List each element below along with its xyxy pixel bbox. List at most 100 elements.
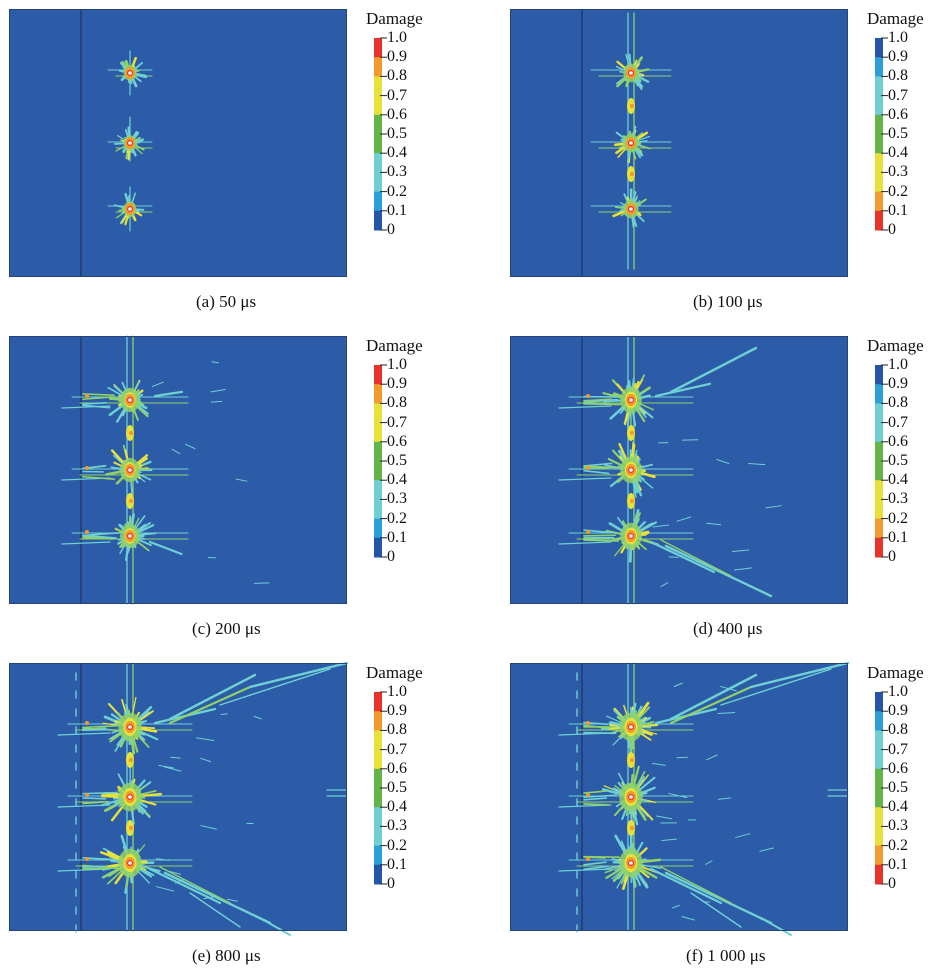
colorbar-segment bbox=[374, 807, 382, 827]
colorbar bbox=[875, 37, 888, 231]
long-crack bbox=[159, 866, 231, 904]
legend-tick-label: 0.7 bbox=[888, 413, 908, 431]
crack-fragment bbox=[175, 878, 185, 884]
spall-damage bbox=[586, 857, 590, 861]
crack-fragment bbox=[168, 870, 182, 875]
legend-tick-label: 0.9 bbox=[387, 375, 407, 393]
colorbar-segment bbox=[374, 76, 382, 97]
legend-tick-label: 0.6 bbox=[387, 759, 407, 777]
panel-f: Damage 1.0 0.9 0.8 0.7 0.6 0.5 0.4 0.3 0.2 0.1 0 (f)… bbox=[510, 661, 947, 977]
legend-tick-label: 0.4 bbox=[387, 798, 407, 816]
legend-tick-label: 0 bbox=[888, 221, 896, 238]
spall-crack bbox=[82, 865, 105, 869]
colorbar-segment bbox=[374, 826, 382, 847]
colorbar-segment bbox=[374, 537, 382, 558]
crack-fragment bbox=[210, 388, 226, 393]
legend-tick-label: 0.6 bbox=[888, 759, 908, 777]
spall-damage bbox=[85, 857, 89, 861]
colorbar-segment bbox=[875, 191, 883, 212]
legend-tick-label: 0.4 bbox=[888, 471, 908, 489]
legend-tick-label: 0.2 bbox=[888, 836, 908, 854]
crack-fragment bbox=[705, 860, 713, 865]
crack-fragment bbox=[735, 833, 751, 838]
colorbar bbox=[374, 364, 387, 558]
borehole bbox=[629, 398, 633, 402]
long-crack bbox=[153, 390, 184, 398]
simulation-field bbox=[9, 9, 347, 277]
colorbar-segment bbox=[374, 711, 382, 731]
crack-fragment bbox=[706, 754, 718, 761]
colorbar-segment bbox=[875, 403, 883, 424]
colorbar-segment bbox=[374, 172, 382, 193]
crack-fragment bbox=[171, 448, 181, 455]
colorbar bbox=[875, 691, 888, 885]
rock-domain bbox=[510, 663, 848, 931]
colorbar-segment bbox=[875, 518, 883, 539]
horizontal-crack bbox=[57, 732, 111, 736]
legend-title: Damage bbox=[867, 336, 924, 355]
long-crack bbox=[720, 668, 832, 706]
colorbar-segment bbox=[875, 76, 883, 97]
spall-crack bbox=[82, 724, 122, 729]
legend-tick-label: 0.5 bbox=[387, 779, 407, 796]
crack-fragment bbox=[652, 763, 666, 766]
spall-crack bbox=[583, 462, 613, 467]
borehole bbox=[629, 71, 633, 75]
legend-tick-label: 0.7 bbox=[888, 740, 908, 758]
colorbar-segment bbox=[875, 845, 883, 866]
horizontal-crack bbox=[558, 541, 612, 545]
borehole bbox=[629, 468, 633, 472]
legend-tick-label: 0.5 bbox=[888, 125, 908, 142]
crack-network bbox=[107, 50, 153, 232]
legend-tick-label: 0.2 bbox=[387, 836, 407, 854]
legend-tick-label: 0.4 bbox=[888, 798, 908, 816]
legend-tick-label: 0 bbox=[387, 221, 395, 238]
crack-fragment bbox=[164, 766, 182, 772]
colorbar-segment bbox=[374, 692, 382, 712]
crack-fragment bbox=[661, 838, 677, 841]
legend-tick-label: 0.5 bbox=[888, 779, 908, 796]
simulation-field bbox=[9, 661, 349, 936]
legend-tick-label: 0.5 bbox=[387, 452, 407, 469]
long-crack bbox=[148, 867, 222, 905]
legend-tick-label: 0.8 bbox=[387, 67, 407, 85]
legend-tick-label: 0.1 bbox=[888, 528, 908, 546]
panel-caption: (b) 100 μs bbox=[693, 292, 763, 311]
long-crack bbox=[669, 346, 758, 394]
legend-tick-label: 0.7 bbox=[888, 86, 908, 104]
spall-crack bbox=[82, 401, 108, 405]
colorbar-segment bbox=[875, 480, 883, 500]
colorbar-segment bbox=[374, 403, 382, 424]
colorbar-segment bbox=[374, 845, 382, 866]
crack-fragment bbox=[716, 459, 730, 465]
long-crack bbox=[660, 539, 732, 577]
crack-fragment bbox=[210, 400, 223, 403]
borehole bbox=[629, 725, 633, 729]
legend-tick-label: 0.4 bbox=[387, 144, 407, 162]
borehole bbox=[128, 398, 132, 402]
horizontal-crack bbox=[558, 405, 612, 409]
long-crack bbox=[669, 673, 758, 721]
crack-fragment bbox=[184, 443, 196, 450]
crack-fragment bbox=[253, 715, 262, 720]
legend-tick-label: 0 bbox=[888, 875, 896, 892]
colorbar-segment bbox=[374, 153, 382, 173]
crack-fragment bbox=[671, 904, 680, 909]
legend-tick-label: 0.3 bbox=[387, 817, 407, 835]
borehole bbox=[629, 534, 633, 538]
crack-fragment bbox=[203, 896, 216, 900]
legend-tick-label: 0.3 bbox=[387, 490, 407, 508]
crack-fragment bbox=[734, 567, 753, 571]
borehole bbox=[128, 207, 132, 211]
horizontal-crack bbox=[558, 477, 612, 481]
spall-crack bbox=[82, 728, 111, 731]
long-crack bbox=[649, 867, 723, 905]
colorbar-segment bbox=[875, 749, 883, 770]
legend-tick-label: 0.1 bbox=[387, 528, 407, 546]
colorbar-segment bbox=[374, 518, 382, 539]
spall-crack bbox=[82, 396, 114, 401]
colorbar-segment bbox=[374, 191, 382, 212]
rock-domain bbox=[9, 336, 347, 604]
colorbar-segment bbox=[875, 153, 883, 173]
long-crack bbox=[664, 544, 773, 598]
